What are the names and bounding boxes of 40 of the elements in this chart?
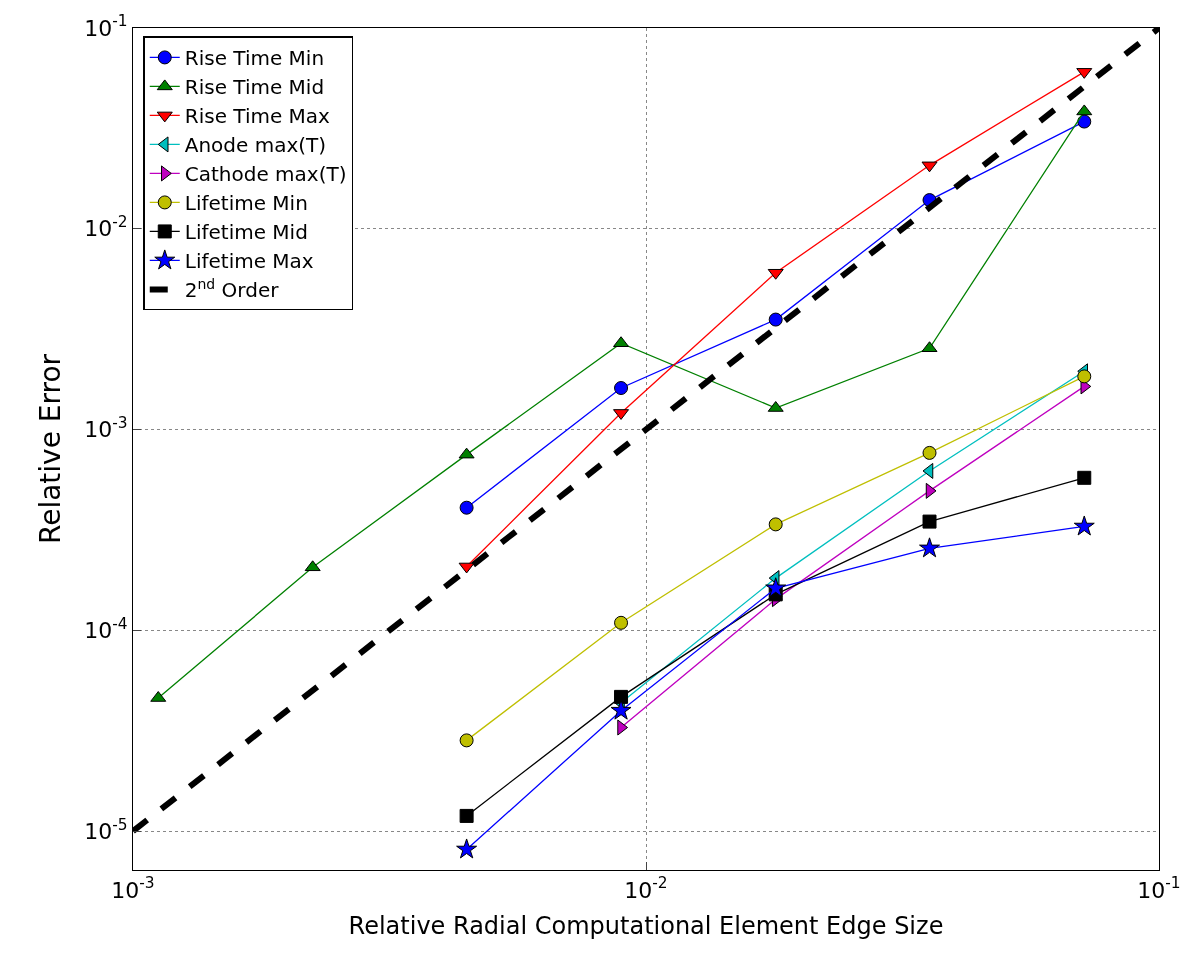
y-tick-label: 10$^{-4}$ [84,614,128,644]
x-axis-title: Relative Radial Computational Element Edge Size [348,911,944,940]
point [767,268,784,280]
x-tick-label: 10$^{-3}$ [111,874,155,903]
legend-label: Rise Time Min [184,46,325,71]
point [921,161,938,173]
point [459,808,474,823]
point [1077,369,1092,384]
point [768,517,783,532]
point [614,381,629,396]
legend-label: Anode max(T) [184,133,327,158]
point [459,733,474,748]
legend-label: Lifetime Min [184,191,308,216]
point [922,514,937,529]
point [610,699,632,720]
y-tick-label: 10$^{-2}$ [84,213,128,242]
y-tick-label: 10$^{-5}$ [84,815,128,844]
x-tick-label: 10$^{-1}$ [1137,874,1181,903]
point [458,562,475,574]
legend-label: 2$^{nd}$ Order [184,275,280,303]
legend-label: Rise Time Mid [184,75,325,100]
point [768,312,783,327]
x-tick-label: 10$^{-2}$ [624,874,668,903]
point [459,500,474,515]
legend-label: Rise Time Max [184,104,331,129]
point [1077,470,1092,485]
point [922,445,937,460]
point [456,838,478,859]
point [1073,515,1095,536]
point [919,537,941,558]
legend-label: Cathode max(T) [184,162,347,187]
legend-label: Lifetime Mid [184,220,308,245]
y-tick-label: 10$^{-3}$ [84,414,128,443]
point [1077,114,1092,129]
point [614,615,629,630]
legend-label: Lifetime Max [184,249,314,274]
y-axis-title: Relative Error [33,353,67,545]
point [614,689,629,704]
y-tick-label: 10$^{-1}$ [84,12,128,41]
point [765,577,787,598]
